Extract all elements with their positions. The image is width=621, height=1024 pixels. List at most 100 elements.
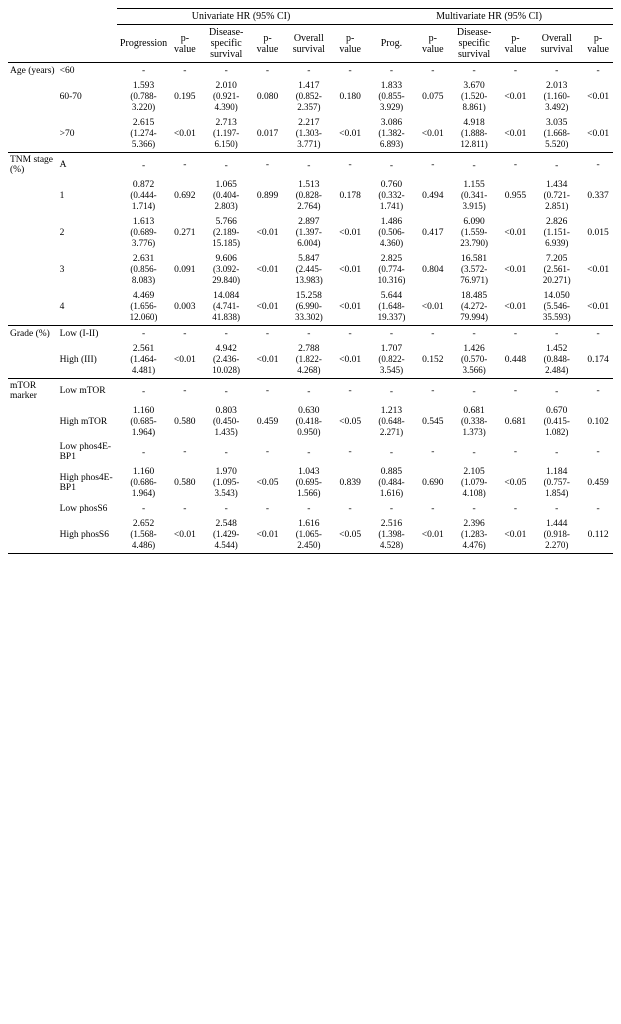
multi-dss-hr: - xyxy=(473,329,476,339)
multi-prog-p: <0.01 xyxy=(418,115,448,153)
uni-dss-ci: (0.921-4.390) xyxy=(213,91,239,112)
uni-os-hr: 1.616 xyxy=(298,519,319,529)
multi-prog-hr: - xyxy=(390,161,393,171)
multi-os-ci: (0.415-1.082) xyxy=(544,416,570,437)
multi-dss-p: - xyxy=(501,501,531,516)
multi-os-ci: (1.151-6.939) xyxy=(544,227,570,248)
multi-dss-ci: (1.520-8.861) xyxy=(461,91,487,112)
multi-os-hr: - xyxy=(555,387,558,397)
uni-prog-p: 0.692 xyxy=(170,177,200,214)
multi-os-p: 0.337 xyxy=(583,177,613,214)
uni-os-p: <0.01 xyxy=(335,214,365,251)
uni-dss-ci: (1.095-3.543) xyxy=(213,477,239,498)
multi-dss-hr: - xyxy=(473,448,476,458)
uni-os-p: <0.01 xyxy=(335,288,365,326)
multi-prog-hr: 5.644 xyxy=(381,291,402,301)
uni-os-p: 0.180 xyxy=(335,78,365,115)
uni-dss-ci: (0.450-1.435) xyxy=(213,416,239,437)
uni-prog-ci: (0.685-1.964) xyxy=(130,416,156,437)
uni-dss-p: <0.01 xyxy=(253,288,283,326)
uni-os-p: <0.01 xyxy=(335,341,365,379)
uni-dss-p: <0.01 xyxy=(253,251,283,288)
uni-prog-ci: (0.856-8.083) xyxy=(130,264,156,285)
uni-os-hr: - xyxy=(307,66,310,76)
multi-prog-hr: 1.486 xyxy=(381,217,402,227)
multi-prog-p: 0.075 xyxy=(418,78,448,115)
table-row: 44.469(1.656-12.060)0.00314.084(4.741-41… xyxy=(8,288,613,326)
table-row: Low phosS6------------ xyxy=(8,501,613,516)
multi-prog-p: - xyxy=(418,379,448,404)
table-row: Low phos4E-BP1------------ xyxy=(8,440,613,464)
multi-dss-ci: (1.079-4.108) xyxy=(461,477,487,498)
multi-dss-p: <0.05 xyxy=(501,464,531,501)
uni-prog-p: - xyxy=(170,153,200,178)
uni-prog-ci: (1.274-5.366) xyxy=(130,128,156,149)
col-uni-os: Overall survival xyxy=(282,25,335,63)
multi-os-p: 0.174 xyxy=(583,341,613,379)
col-multi-prog: Prog. xyxy=(365,25,418,63)
row-group xyxy=(8,501,58,516)
multi-dss-ci: (1.283-4.476) xyxy=(461,529,487,550)
uni-dss-hr: 0.803 xyxy=(215,406,236,416)
table-row: mTOR markerLow mTOR------------ xyxy=(8,379,613,404)
uni-os-p: 0.178 xyxy=(335,177,365,214)
multi-os-p: <0.01 xyxy=(583,115,613,153)
multi-prog-p: 0.545 xyxy=(418,403,448,440)
row-group xyxy=(8,516,58,554)
multi-dss-p: <0.01 xyxy=(501,214,531,251)
uni-dss-p: <0.01 xyxy=(253,214,283,251)
multi-dss-hr: 16.581 xyxy=(461,254,487,264)
multi-os-hr: - xyxy=(555,66,558,76)
uni-prog-p: <0.01 xyxy=(170,516,200,554)
uni-os-hr: 1.513 xyxy=(298,180,319,190)
uni-os-p: <0.05 xyxy=(335,516,365,554)
uni-prog-p: - xyxy=(170,326,200,342)
col-pvalue: p-value xyxy=(501,25,531,63)
uni-prog-p: 0.580 xyxy=(170,403,200,440)
uni-dss-ci: (4.741-41.838) xyxy=(212,301,240,322)
multi-os-hr: - xyxy=(555,329,558,339)
uni-os-ci: (1.065-2.450) xyxy=(296,529,322,550)
uni-dss-hr: 1.970 xyxy=(215,467,236,477)
row-group xyxy=(8,341,58,379)
uni-dss-hr: 4.942 xyxy=(215,344,236,354)
col-pvalue: p-value xyxy=(170,25,200,63)
uni-os-p: - xyxy=(335,501,365,516)
multi-dss-ci: (0.570-3.566) xyxy=(461,354,487,375)
uni-os-hr: - xyxy=(307,161,310,171)
col-uni-prog: Progression xyxy=(117,25,170,63)
uni-prog-ci: (1.464-4.481) xyxy=(130,354,156,375)
uni-prog-p: 0.091 xyxy=(170,251,200,288)
multi-dss-p: <0.01 xyxy=(501,288,531,326)
table-row: 21.613(0.689-3.776)0.2715.766(2.189-15.1… xyxy=(8,214,613,251)
uni-os-p: 0.839 xyxy=(335,464,365,501)
uni-prog-ci: (0.686-1.964) xyxy=(130,477,156,498)
row-group xyxy=(8,115,58,153)
multi-os-p: 0.459 xyxy=(583,464,613,501)
table-row: High phosS62.652(1.568-4.486)<0.012.548(… xyxy=(8,516,613,554)
multi-prog-p: - xyxy=(418,153,448,178)
table-row: >702.615(1.274-5.366)<0.012.713(1.197-6.… xyxy=(8,115,613,153)
multi-prog-ci: (0.484-1.616) xyxy=(378,477,404,498)
row-level: >70 xyxy=(58,115,118,153)
uni-dss-ci: (2.436-10.028) xyxy=(212,354,240,375)
multi-prog-ci: (0.774-10.316) xyxy=(378,264,406,285)
uni-os-ci: (2.445-13.983) xyxy=(295,264,323,285)
multi-os-hr: 1.444 xyxy=(546,519,567,529)
multi-os-hr: 2.013 xyxy=(546,81,567,91)
col-multi-dss: Disease-specific survival xyxy=(448,25,501,63)
uni-prog-hr: 2.561 xyxy=(133,344,154,354)
multi-dss-ci: (0.341-3.915) xyxy=(461,190,487,211)
uni-prog-hr: - xyxy=(142,161,145,171)
row-group: Age (years) xyxy=(8,63,58,79)
multi-os-p: - xyxy=(583,63,613,79)
multi-dss-hr: 2.396 xyxy=(463,519,484,529)
uni-prog-hr: 4.469 xyxy=(133,291,154,301)
uni-os-hr: 15.258 xyxy=(296,291,322,301)
uni-prog-hr: 2.652 xyxy=(133,519,154,529)
multi-dss-p: 0.448 xyxy=(501,341,531,379)
multi-prog-ci: (0.855-3.929) xyxy=(378,91,404,112)
multi-os-p: 0.015 xyxy=(583,214,613,251)
uni-dss-p: <0.01 xyxy=(253,341,283,379)
multi-dss-hr: - xyxy=(473,161,476,171)
